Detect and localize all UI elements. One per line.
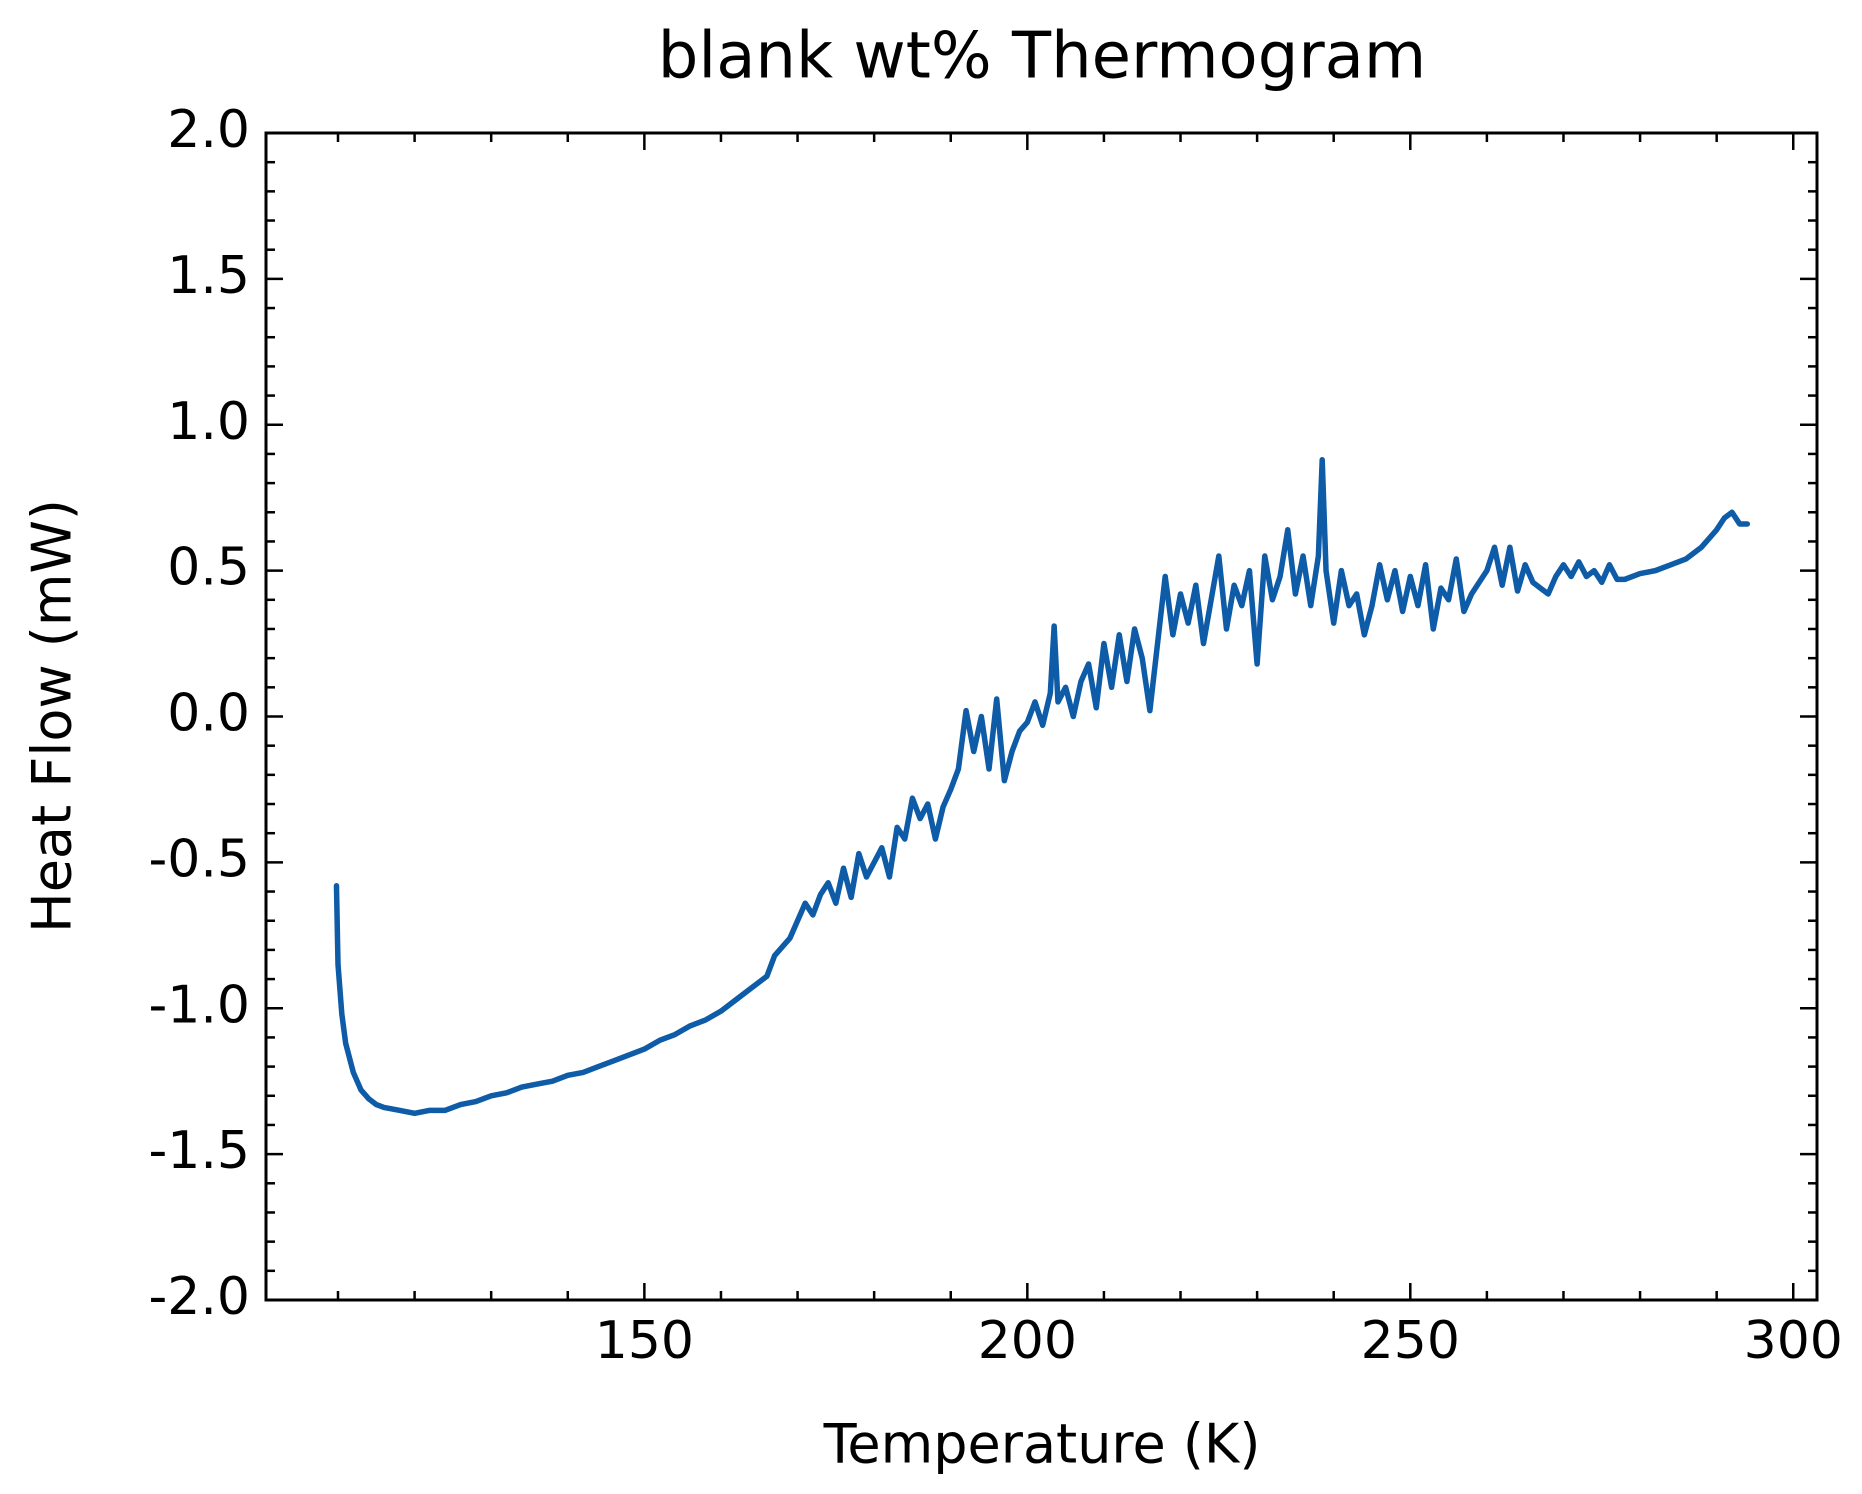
x-tick-label: 200	[978, 1311, 1077, 1371]
y-tick-label: 1.5	[167, 246, 250, 306]
chart-title: blank wt% Thermogram	[658, 20, 1426, 94]
y-tick-label: 0.5	[167, 538, 250, 598]
y-axis-label: Heat Flow (mW)	[21, 499, 84, 933]
y-tick-label: -1.5	[149, 1121, 250, 1181]
y-tick-label: -0.5	[149, 829, 250, 889]
y-tick-label: 1.0	[167, 392, 250, 452]
x-tick-label: 250	[1361, 1311, 1460, 1371]
y-tick-label: 2.0	[167, 100, 250, 160]
data-line	[333, 457, 1751, 1117]
y-tick-label: 0.0	[167, 684, 250, 744]
y-tick-label: -2.0	[149, 1267, 250, 1327]
x-tick-label: 150	[595, 1311, 694, 1371]
x-tick-label: 300	[1744, 1311, 1843, 1371]
x-axis-label: Temperature (K)	[823, 1413, 1261, 1476]
y-tick-label: -1.0	[149, 975, 250, 1035]
